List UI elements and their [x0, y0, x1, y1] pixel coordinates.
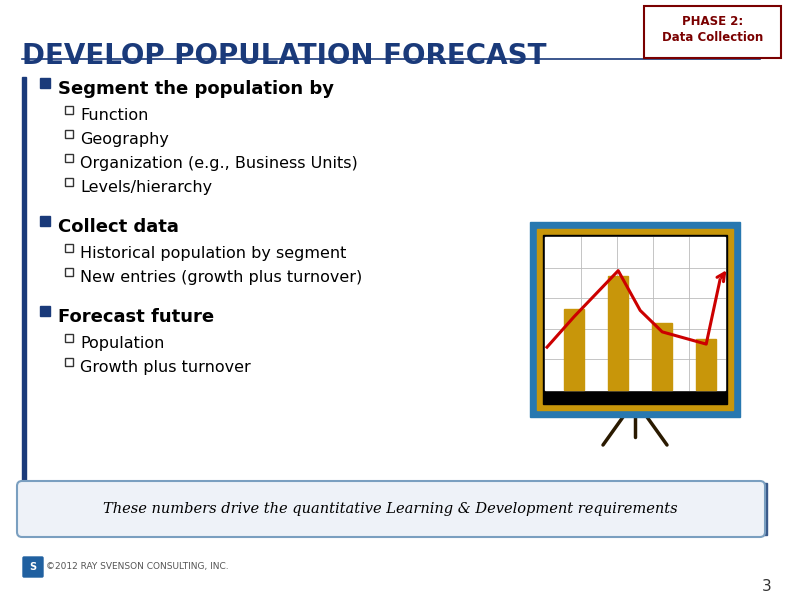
Text: Function: Function: [80, 108, 148, 123]
Bar: [65, 334, 73, 342]
Text: New entries (growth plus turnover): New entries (growth plus turnover): [80, 270, 362, 285]
Text: Organization (e.g., Business Units): Organization (e.g., Business Units): [80, 156, 358, 171]
Bar: [65, 268, 73, 276]
Bar: [652, 323, 672, 390]
Bar: [755, 483, 767, 535]
Bar: [65, 154, 73, 162]
Text: These numbers drive the quantitative Learning & Development requirements: These numbers drive the quantitative Lea…: [103, 502, 677, 516]
Text: Segment the population by: Segment the population by: [58, 80, 334, 98]
Bar: [696, 339, 716, 390]
Text: Forecast future: Forecast future: [58, 308, 214, 326]
Bar: [65, 244, 73, 252]
Text: 3: 3: [762, 579, 772, 594]
Text: S: S: [29, 562, 36, 572]
FancyBboxPatch shape: [644, 6, 781, 58]
Text: Collect data: Collect data: [58, 218, 179, 236]
Bar: [608, 275, 628, 390]
Text: Data Collection: Data Collection: [662, 31, 763, 44]
Bar: [537, 229, 733, 410]
Text: Population: Population: [80, 336, 165, 351]
Text: ©2012 RAY SVENSON CONSULTING, INC.: ©2012 RAY SVENSON CONSULTING, INC.: [46, 561, 229, 570]
Bar: [564, 309, 584, 390]
Text: PHASE 2:: PHASE 2:: [682, 15, 743, 28]
Bar: [22, 77, 26, 517]
Bar: [545, 237, 725, 390]
Bar: [65, 358, 73, 366]
Bar: [65, 130, 73, 138]
Bar: [530, 222, 740, 417]
FancyBboxPatch shape: [17, 481, 765, 537]
Bar: [543, 235, 727, 404]
Bar: [40, 306, 50, 316]
Text: Historical population by segment: Historical population by segment: [80, 246, 346, 261]
FancyBboxPatch shape: [23, 557, 43, 577]
Text: Geography: Geography: [80, 132, 169, 147]
Bar: [65, 178, 73, 186]
Text: Growth plus turnover: Growth plus turnover: [80, 360, 251, 375]
Bar: [40, 78, 50, 88]
Bar: [40, 216, 50, 226]
Text: DEVELOP POPULATION FORECAST: DEVELOP POPULATION FORECAST: [22, 42, 546, 70]
Text: Levels/hierarchy: Levels/hierarchy: [80, 180, 212, 195]
Bar: [65, 106, 73, 114]
